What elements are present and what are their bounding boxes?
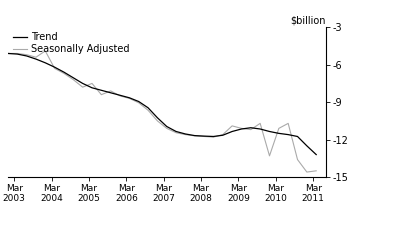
Text: $billion: $billion: [290, 16, 326, 26]
Legend: Trend, Seasonally Adjusted: Trend, Seasonally Adjusted: [13, 32, 130, 54]
